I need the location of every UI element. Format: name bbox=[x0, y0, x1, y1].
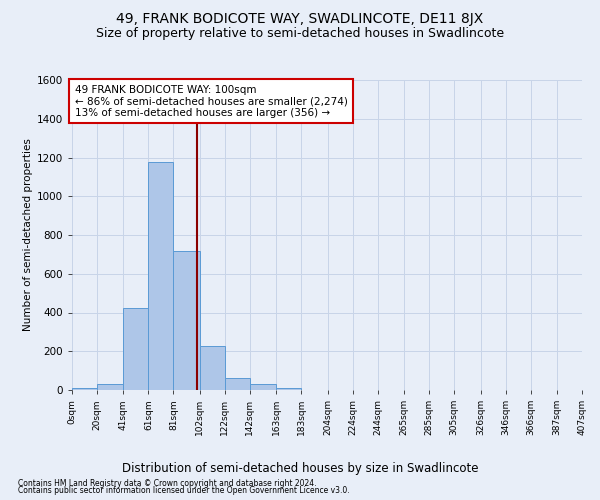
Text: Contains public sector information licensed under the Open Government Licence v3: Contains public sector information licen… bbox=[18, 486, 350, 495]
Y-axis label: Number of semi-detached properties: Number of semi-detached properties bbox=[23, 138, 32, 332]
Bar bbox=[200, 346, 225, 390]
Text: Distribution of semi-detached houses by size in Swadlincote: Distribution of semi-detached houses by … bbox=[122, 462, 478, 475]
Bar bbox=[276, 388, 301, 390]
Bar bbox=[97, 384, 124, 390]
Text: Size of property relative to semi-detached houses in Swadlincote: Size of property relative to semi-detach… bbox=[96, 28, 504, 40]
Text: 49 FRANK BODICOTE WAY: 100sqm
← 86% of semi-detached houses are smaller (2,274)
: 49 FRANK BODICOTE WAY: 100sqm ← 86% of s… bbox=[74, 84, 347, 118]
Text: Contains HM Land Registry data © Crown copyright and database right 2024.: Contains HM Land Registry data © Crown c… bbox=[18, 478, 317, 488]
Text: 49, FRANK BODICOTE WAY, SWADLINCOTE, DE11 8JX: 49, FRANK BODICOTE WAY, SWADLINCOTE, DE1… bbox=[116, 12, 484, 26]
Bar bbox=[250, 384, 276, 390]
Bar bbox=[225, 378, 250, 390]
Bar bbox=[72, 388, 97, 390]
Bar bbox=[173, 252, 200, 390]
Bar bbox=[148, 162, 173, 390]
Bar bbox=[124, 308, 148, 390]
